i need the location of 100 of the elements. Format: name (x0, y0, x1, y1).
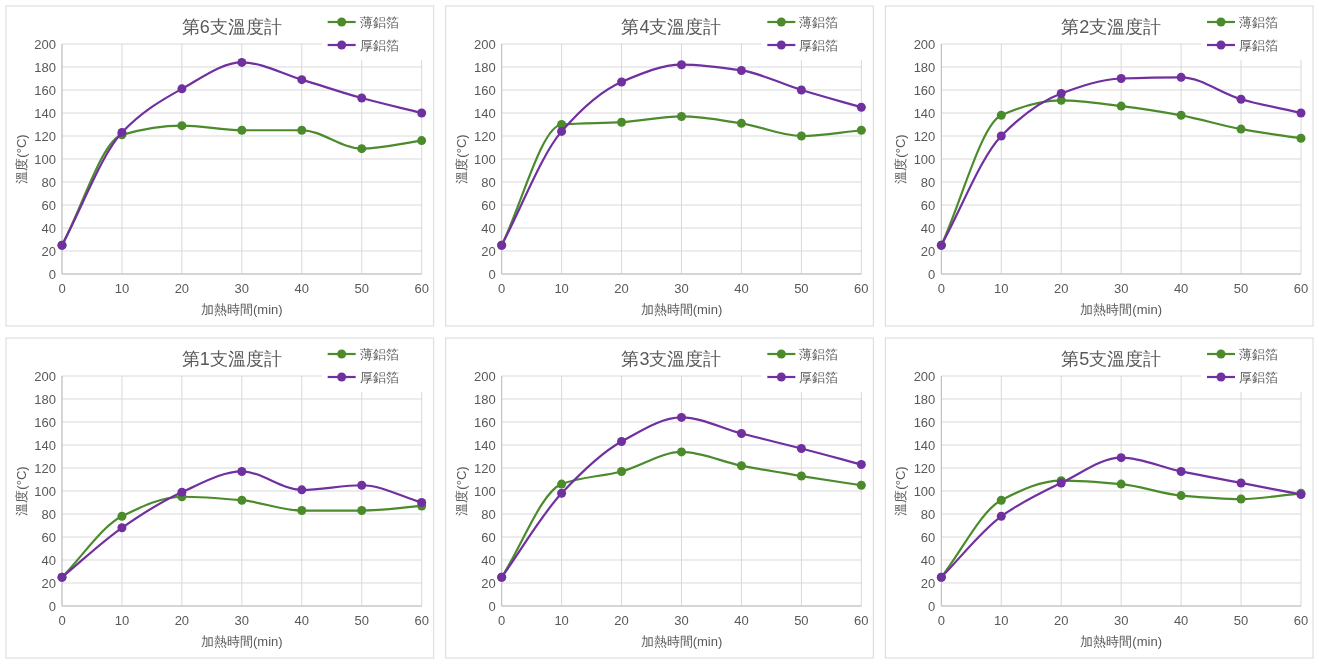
point (996, 110, 1006, 120)
y-axis-title: 溫度(°C) (14, 134, 29, 184)
point (996, 131, 1006, 141)
y-tick-label: 60 (41, 529, 56, 545)
point (856, 460, 866, 470)
y-tick-label: 40 (41, 552, 56, 568)
y-tick-label: 160 (34, 82, 56, 98)
y-tick-label: 200 (913, 368, 936, 384)
y-tick-label: 180 (473, 391, 496, 407)
x-tick-label: 20 (1053, 281, 1069, 296)
point (1236, 124, 1246, 134)
y-tick-label: 200 (34, 368, 56, 384)
x-tick-label: 30 (234, 613, 250, 628)
y-tick-label: 0 (928, 266, 936, 282)
point (996, 511, 1006, 521)
x-axis-title: 加熱時間(min) (1080, 302, 1162, 317)
y-tick-label: 120 (34, 128, 56, 144)
legend-label: 厚鋁箔 (359, 369, 399, 385)
x-tick-label: 0 (58, 281, 66, 296)
legend-label: 薄鋁箔 (359, 346, 399, 362)
point (736, 461, 746, 471)
point (1116, 101, 1126, 111)
point (796, 131, 806, 141)
y-axis-title: 溫度(°C) (453, 134, 469, 184)
point (856, 125, 866, 135)
point (177, 84, 187, 94)
x-tick-label: 0 (58, 613, 66, 628)
point (1236, 494, 1246, 504)
y-tick-label: 0 (48, 266, 56, 282)
legend-label: 薄鋁箔 (359, 14, 399, 30)
x-tick-label: 60 (414, 281, 429, 296)
x-tick-label: 0 (498, 613, 506, 628)
x-tick-label: 60 (1293, 281, 1309, 296)
y-tick-label: 160 (913, 82, 936, 98)
x-tick-label: 60 (1293, 613, 1309, 628)
y-tick-label: 80 (920, 506, 936, 522)
point (357, 93, 367, 103)
legend-label: 薄鋁箔 (799, 346, 839, 362)
y-axis-title: 溫度(°C) (453, 466, 469, 516)
x-tick-label: 20 (174, 281, 190, 296)
point (1176, 491, 1186, 501)
point (357, 144, 367, 154)
point (617, 77, 627, 87)
point (1176, 466, 1186, 476)
point (417, 498, 427, 507)
point (417, 108, 427, 118)
point (856, 102, 866, 112)
x-tick-label: 50 (794, 613, 809, 628)
y-tick-label: 20 (920, 243, 936, 259)
y-tick-label: 60 (920, 197, 936, 213)
y-tick-label: 60 (920, 529, 936, 545)
point (796, 85, 806, 95)
y-tick-label: 120 (473, 128, 496, 144)
point (557, 488, 567, 498)
y-tick-label: 140 (473, 105, 496, 121)
point (1116, 453, 1126, 463)
y-tick-label: 0 (928, 598, 936, 614)
y-tick-label: 120 (34, 460, 56, 476)
y-tick-label: 80 (920, 174, 936, 190)
legend-label: 厚鋁箔 (799, 369, 839, 385)
y-tick-label: 160 (913, 414, 936, 430)
x-tick-label: 60 (854, 613, 869, 628)
y-axis-title: 溫度(°C) (893, 466, 909, 516)
y-tick-label: 200 (473, 36, 496, 52)
y-tick-label: 0 (488, 598, 496, 614)
x-tick-label: 40 (1173, 281, 1189, 296)
y-tick-label: 0 (48, 598, 56, 614)
y-tick-label: 140 (913, 437, 936, 453)
y-tick-label: 120 (913, 128, 936, 144)
point (1176, 110, 1186, 120)
point (1296, 108, 1306, 118)
y-tick-label: 120 (913, 460, 936, 476)
x-tick-label: 20 (614, 281, 629, 296)
y-axis-title: 溫度(°C) (893, 134, 909, 184)
y-tick-label: 0 (488, 266, 496, 282)
point (1236, 94, 1246, 104)
y-tick-label: 100 (34, 151, 56, 167)
x-axis-title: 加熱時間(min) (640, 302, 723, 317)
chart-title: 第6支溫度計 (181, 17, 282, 37)
point (1236, 478, 1246, 488)
y-tick-label: 100 (913, 483, 936, 499)
point (237, 495, 247, 505)
chart-title: 第1支溫度計 (181, 349, 282, 369)
y-tick-label: 100 (473, 483, 496, 499)
x-tick-label: 50 (354, 281, 369, 296)
x-tick-label: 10 (994, 281, 1009, 296)
y-tick-label: 180 (473, 59, 496, 75)
point (677, 111, 686, 121)
y-tick-label: 20 (41, 575, 56, 591)
point (117, 523, 127, 533)
y-tick-label: 40 (481, 220, 496, 236)
point (357, 506, 367, 516)
x-tick-label: 40 (734, 613, 749, 628)
point (996, 495, 1006, 505)
point (736, 65, 746, 75)
x-tick-label: 10 (994, 613, 1009, 628)
point (736, 429, 746, 438)
point (677, 447, 686, 457)
x-tick-label: 0 (498, 281, 506, 296)
y-tick-label: 100 (473, 151, 496, 167)
